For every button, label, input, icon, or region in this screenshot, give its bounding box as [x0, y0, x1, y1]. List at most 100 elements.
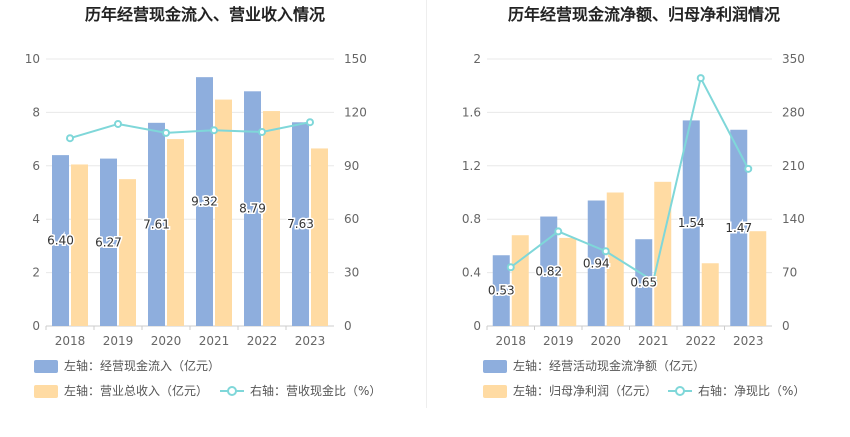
chart2-left-tick-label: 0.4 — [462, 266, 481, 280]
chart2-x-tick-label: 2022 — [685, 334, 716, 348]
chart2-data-label: 1.47 — [725, 221, 752, 235]
chart1-legend-label: 左轴：经营现金流入（亿元） — [64, 358, 220, 373]
chart1-ratio-point — [306, 118, 314, 127]
chart2-right-tick-label: 280 — [782, 105, 805, 119]
chart1-legend-line-marker — [227, 386, 237, 396]
chart1-bar-primary — [148, 122, 165, 326]
chart1-left-tick-label: 4 — [32, 212, 40, 226]
chart1-bar-primary — [52, 155, 69, 326]
chart2-left-tick-label: 0.8 — [462, 212, 481, 226]
chart1-data-label: 6.27 — [95, 235, 122, 249]
chart2-ratio-line — [510, 75, 750, 283]
chart1-ratio-line — [69, 121, 311, 140]
chart1-ratio-point — [258, 127, 266, 136]
chart2-ratio-point — [696, 74, 705, 83]
chart1-data-label: 7.61 — [143, 217, 170, 231]
chart2-legend-swatch — [483, 385, 507, 398]
chart2-ratio-point — [744, 164, 753, 173]
chart2-right-tick-label: 140 — [782, 212, 805, 226]
chart1-left-tick-label: 0 — [32, 319, 40, 333]
chart1-bar-secondary — [263, 111, 280, 326]
chart2-data-label: 1.54 — [678, 216, 705, 230]
chart2-x-tick-label: 2019 — [543, 334, 574, 348]
chart1-ratio-point — [66, 134, 74, 143]
chart1-x-tick-label: 2022 — [247, 334, 278, 348]
chart2-bar-primary — [730, 129, 748, 326]
chart2-x-tick-label: 2018 — [495, 334, 526, 348]
chart1-legend-label: 左轴：营业总收入（亿元） — [64, 383, 208, 398]
chart1-bar-secondary — [167, 139, 184, 326]
chart2-data-label: 0.65 — [630, 276, 657, 290]
chart1-bar-secondary — [215, 99, 232, 326]
chart2-left-tick-label: 0 — [473, 319, 481, 333]
chart1-data-label: 9.32 — [191, 195, 218, 209]
chart2-bar-secondary — [606, 192, 624, 326]
chart2-bar-secondary — [654, 181, 672, 326]
chart2-bar-secondary — [749, 231, 767, 326]
chart1-legend-label: 右轴：营收现金比（%） — [250, 383, 381, 398]
chart1-bar-secondary — [311, 148, 328, 326]
chart2-data-label: 0.53 — [488, 284, 515, 298]
chart2-x-tick-label: 2023 — [733, 334, 764, 348]
chart2-title: 历年经营现金流净额、归母净利润情况 — [508, 5, 780, 24]
chart2-right-tick-label: 350 — [782, 52, 805, 66]
chart1-x-tick-label: 2018 — [55, 334, 86, 348]
chart1-left-tick-label: 10 — [25, 52, 40, 66]
chart2-left-tick-label: 2 — [473, 52, 481, 66]
chart2-bar-primary — [635, 239, 653, 326]
chart1-bar-primary — [100, 158, 117, 326]
chart1-right-tick-label: 90 — [344, 159, 359, 173]
chart2-left-tick-label: 1.2 — [462, 159, 481, 173]
chart1-bar-secondary — [119, 179, 136, 326]
chart2-x-tick-label: 2020 — [590, 334, 621, 348]
chart2-legend-label: 左轴：经营活动现金流净额（亿元） — [513, 358, 705, 373]
chart2-bar-secondary — [511, 235, 529, 326]
chart2-bar-primary — [682, 120, 700, 326]
chart2-x-tick-label: 2021 — [638, 334, 669, 348]
chart2-ratio-point — [554, 227, 563, 236]
chart2-ratio-point — [649, 276, 658, 285]
chart1-ratio-point — [162, 128, 170, 137]
chart2-bar-primary — [587, 200, 605, 326]
chart2-bar-secondary — [559, 237, 577, 326]
chart2-bar-primary — [540, 216, 558, 326]
chart1-bar-secondary — [71, 164, 88, 326]
panel-divider — [426, 0, 427, 408]
chart1-data-label: 8.79 — [239, 202, 266, 216]
chart2-right-tick-label: 0 — [782, 319, 790, 333]
chart1-legend-swatch — [34, 360, 58, 373]
chart2-legend-line-marker — [675, 386, 685, 396]
chart1-right-tick-label: 0 — [344, 319, 352, 333]
chart2-bar-secondary — [701, 263, 719, 326]
chart1-left-tick-label: 2 — [32, 266, 40, 280]
chart1-bar-primary — [244, 91, 261, 326]
chart2-bar-primary — [492, 255, 510, 326]
chart1-x-tick-label: 2021 — [199, 334, 230, 348]
chart2-right-tick-label: 210 — [782, 159, 805, 173]
chart1-right-tick-label: 60 — [344, 212, 359, 226]
chart1-right-tick-label: 30 — [344, 266, 359, 280]
chart2-legend-label: 右轴：净现比（%） — [698, 383, 805, 398]
chart1-left-tick-label: 6 — [32, 159, 40, 173]
chart1-x-tick-label: 2019 — [103, 334, 134, 348]
chart2-ratio-point — [601, 247, 610, 256]
chart1-ratio-point — [114, 119, 122, 128]
chart1-bar-primary — [292, 122, 309, 327]
chart2-data-label: 0.94 — [583, 256, 610, 270]
chart1-legend-swatch — [34, 385, 58, 398]
chart2-ratio-point — [506, 263, 515, 272]
chart2-right-tick-label: 70 — [782, 266, 797, 280]
chart1-x-tick-label: 2023 — [295, 334, 326, 348]
chart1-data-label: 6.40 — [47, 234, 74, 248]
chart1-data-label: 7.63 — [287, 217, 314, 231]
chart1-right-tick-label: 150 — [344, 52, 367, 66]
chart2-data-label: 0.82 — [535, 264, 562, 278]
chart2-legend-label: 左轴：归母净利润（亿元） — [513, 383, 657, 398]
chart2-left-tick-label: 1.6 — [462, 105, 481, 119]
chart1-bar-primary — [196, 77, 213, 326]
chart1-title: 历年经营现金流入、营业收入情况 — [85, 5, 325, 24]
chart1-left-tick-label: 8 — [32, 105, 40, 119]
chart2-legend-swatch — [483, 360, 507, 373]
chart1-ratio-point — [210, 126, 218, 135]
